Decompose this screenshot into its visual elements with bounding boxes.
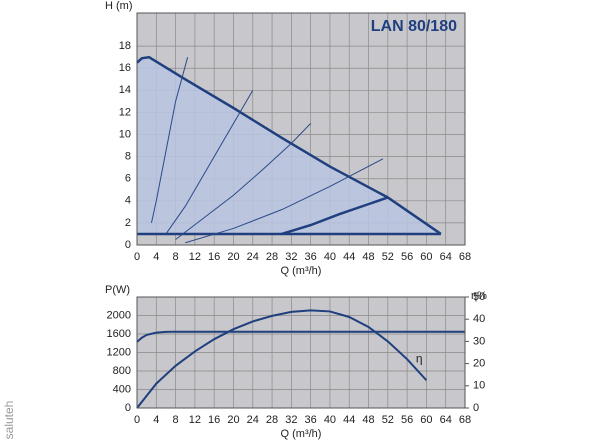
x-tick-label: 44 xyxy=(343,414,355,426)
x-tick-label: 28 xyxy=(266,414,278,426)
curve xyxy=(281,196,389,236)
x-tick-label: 48 xyxy=(362,251,374,263)
x-tick-label: 44 xyxy=(343,251,355,263)
x-tick-label: 0 xyxy=(134,251,140,263)
curve xyxy=(136,330,465,343)
x-tick-label: 12 xyxy=(189,414,201,426)
x-tick-label: 8 xyxy=(173,251,179,263)
x-tick-label: 52 xyxy=(382,251,394,263)
y-tick-label: 10 xyxy=(119,128,131,140)
y2-tick-label: 10 xyxy=(473,380,485,392)
y-tick-label: 400 xyxy=(113,383,131,395)
x-tick-label: 24 xyxy=(247,414,259,426)
x-tick-label: 20 xyxy=(227,251,239,263)
y-tick-label: 0 xyxy=(125,402,131,414)
y-tick-label: 1200 xyxy=(107,346,131,358)
x-axis-label: Q (m³/h) xyxy=(281,428,322,440)
x-tick-label: 8 xyxy=(173,414,179,426)
x-tick-label: 28 xyxy=(266,251,278,263)
plot-frame xyxy=(136,12,466,246)
curve xyxy=(150,57,189,224)
x-tick-label: 56 xyxy=(401,414,413,426)
x-tick-label: 52 xyxy=(382,414,394,426)
x-tick-label: 32 xyxy=(285,251,297,263)
x-tick-label: 60 xyxy=(420,251,432,263)
x-tick-label: 0 xyxy=(134,414,140,426)
y-tick-label: 0 xyxy=(125,239,131,251)
x-tick-label: 56 xyxy=(401,251,413,263)
y2-tick-label: 40 xyxy=(473,313,485,325)
y2-tick-label: 20 xyxy=(473,358,485,370)
x-tick-label: 16 xyxy=(208,251,220,263)
curve xyxy=(136,55,442,235)
curve-annotation: η xyxy=(416,351,423,365)
x-tick-label: 60 xyxy=(420,414,432,426)
curve xyxy=(136,309,428,409)
y-tick-label: 14 xyxy=(119,84,131,96)
x-axis-label: Q (m³/h) xyxy=(281,265,322,277)
x-tick-label: 12 xyxy=(189,251,201,263)
y2-tick-label: 50 xyxy=(473,291,485,303)
x-tick-label: 40 xyxy=(324,251,336,263)
curve xyxy=(175,123,312,240)
x-tick-label: 64 xyxy=(440,414,452,426)
curve xyxy=(185,158,384,244)
x-tick-label: 40 xyxy=(324,414,336,426)
x-tick-label: 4 xyxy=(153,414,159,426)
y-tick-label: 6 xyxy=(125,173,131,185)
x-tick-label: 68 xyxy=(459,251,471,263)
y-tick-label: 2 xyxy=(125,217,131,229)
plot-frame xyxy=(136,296,466,409)
y-tick-label: 2000 xyxy=(107,309,131,321)
x-tick-label: 64 xyxy=(440,251,452,263)
y-axis-label: H (m) xyxy=(105,0,133,12)
x-tick-label: 20 xyxy=(227,414,239,426)
y-axis-label: P(W) xyxy=(105,284,130,296)
x-tick-label: 36 xyxy=(305,414,317,426)
watermark: saluteh xyxy=(2,401,16,440)
y2-tick-label: 0 xyxy=(473,402,479,414)
chart-title: LAN 80/180 xyxy=(371,18,457,35)
x-tick-label: 68 xyxy=(459,414,471,426)
x-tick-label: 4 xyxy=(153,251,159,263)
y-tick-label: 12 xyxy=(119,106,131,118)
y-tick-label: 18 xyxy=(119,40,131,52)
x-tick-label: 32 xyxy=(285,414,297,426)
x-tick-label: 48 xyxy=(362,414,374,426)
y-tick-label: 800 xyxy=(113,365,131,377)
y-tick-label: 4 xyxy=(125,195,131,207)
y-tick-label: 16 xyxy=(119,62,131,74)
x-tick-label: 36 xyxy=(305,251,317,263)
y-tick-label: 1600 xyxy=(107,328,131,340)
y2-axis-label: η% xyxy=(471,290,487,302)
y2-tick-label: 30 xyxy=(473,335,485,347)
curve xyxy=(165,90,254,235)
x-tick-label: 16 xyxy=(208,414,220,426)
x-tick-label: 24 xyxy=(247,251,259,263)
y-tick-label: 8 xyxy=(125,151,131,163)
